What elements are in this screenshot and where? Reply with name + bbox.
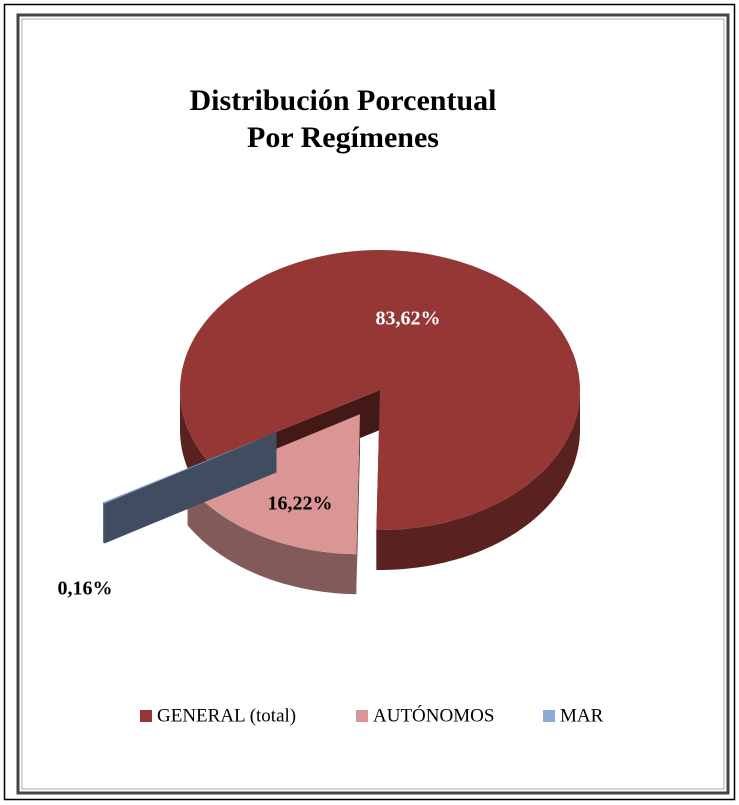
legend-swatch xyxy=(140,710,152,722)
slice-side xyxy=(187,485,357,595)
pie-slice xyxy=(103,432,277,504)
slice-cut-face xyxy=(103,432,277,543)
slice-side xyxy=(103,502,105,544)
legend-label: GENERAL (total) xyxy=(157,705,296,726)
slice-cut-face xyxy=(356,414,360,595)
data-label: 0,16% xyxy=(58,578,113,600)
data-label: 16,22% xyxy=(268,493,333,515)
pie-slice xyxy=(187,414,360,555)
pie-slice xyxy=(180,250,580,530)
legend-label: MAR xyxy=(560,705,604,726)
slice-side xyxy=(376,390,580,570)
legend-label: AUTÓNOMOS xyxy=(373,704,494,726)
inner-frame-line xyxy=(21,18,725,790)
legend-swatch xyxy=(356,710,368,722)
chart-title: Por Regímenes xyxy=(247,121,439,154)
chart-title: Distribución Porcentual xyxy=(190,84,497,117)
legend-swatch xyxy=(543,710,555,722)
data-label: 83,62% xyxy=(376,308,441,330)
